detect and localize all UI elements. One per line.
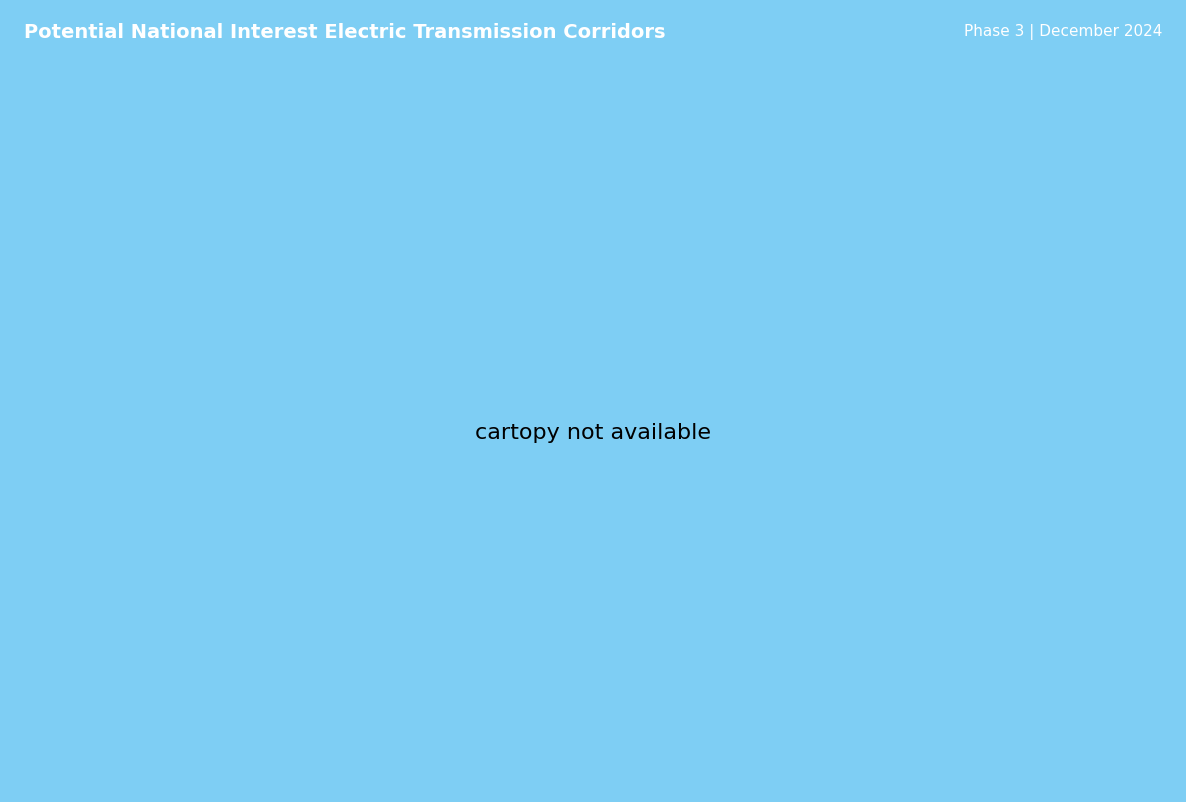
Text: Potential National Interest Electric Transmission Corridors: Potential National Interest Electric Tra… (24, 22, 665, 42)
Text: cartopy not available: cartopy not available (476, 423, 710, 443)
Text: Phase 3 | December 2024: Phase 3 | December 2024 (964, 24, 1162, 40)
